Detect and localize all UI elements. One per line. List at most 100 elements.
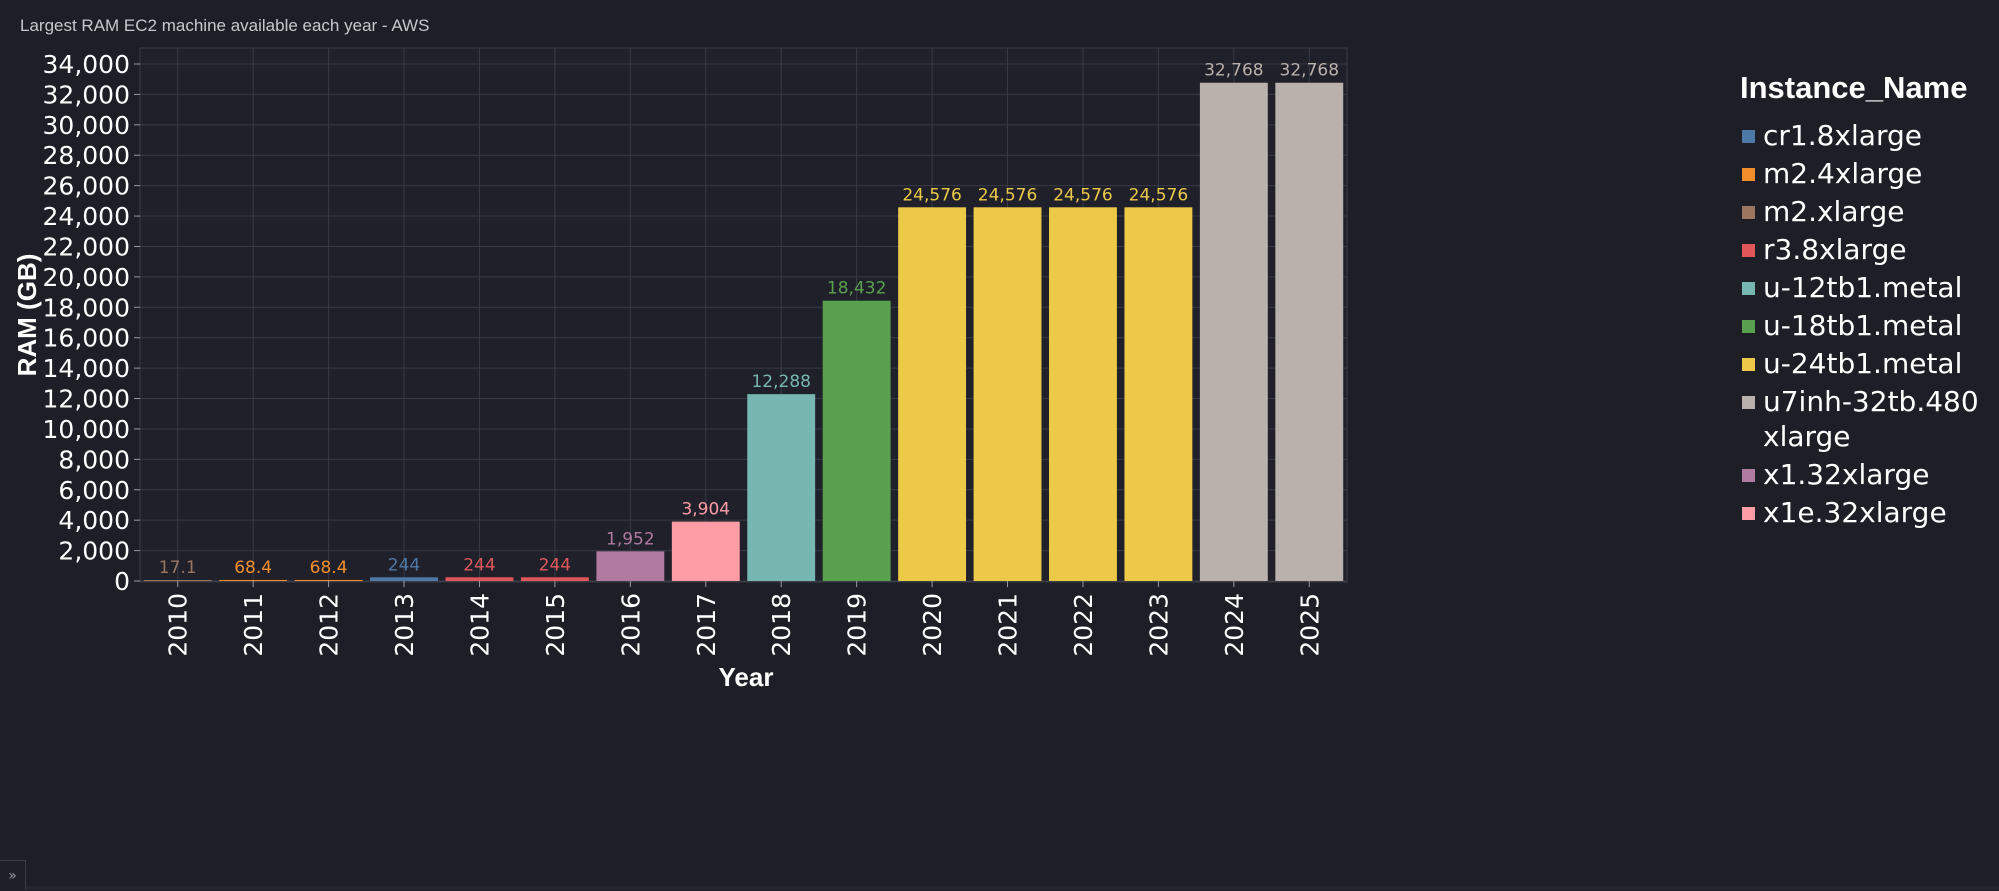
x-tick-label-2017: 2017 — [692, 593, 721, 657]
x-tick-label-2014: 2014 — [465, 593, 494, 657]
value-label-2012: 68.4 — [310, 558, 348, 578]
value-label-2015: 244 — [539, 555, 571, 575]
bar-2025 — [1275, 82, 1344, 582]
value-label-2024: 32,768 — [1204, 61, 1263, 81]
x-tick-label-2024: 2024 — [1220, 593, 1249, 657]
value-label-2023: 24,576 — [1129, 185, 1188, 205]
x-tick-label-2023: 2023 — [1144, 593, 1173, 657]
expand-arrow-icon[interactable]: » — [0, 860, 26, 890]
bar-2023 — [1124, 207, 1193, 581]
bar-2021 — [973, 207, 1042, 581]
legend-item-r3.8xlarge[interactable]: r3.8xlarge — [1740, 232, 1995, 267]
legend-swatch — [1742, 358, 1755, 371]
bar-2019 — [822, 300, 891, 581]
legend: Instance_Name cr1.8xlarge m2.4xlarge m2.xl… — [1740, 70, 1995, 533]
legend-label: m2.4xlarge — [1763, 157, 1923, 190]
value-label-2025: 32,768 — [1280, 61, 1339, 81]
bar-2016 — [596, 551, 665, 581]
x-tick-label-2022: 2022 — [1069, 593, 1098, 657]
value-label-2013: 244 — [388, 555, 420, 575]
value-label-2020: 24,576 — [902, 185, 961, 205]
value-label-2014: 244 — [463, 555, 495, 575]
bar-2011 — [219, 579, 288, 581]
legend-label: u7inh-32tb.480xlarge — [1763, 385, 1979, 453]
x-tick-label-2020: 2020 — [918, 593, 947, 657]
value-labels: 17.1 68.4 68.4 244 244 244 1,952 3,904 12,288 18,… — [159, 61, 1339, 578]
legend-item-u-18tb1.metal[interactable]: u-18tb1.metal — [1740, 308, 1995, 343]
value-label-2021: 24,576 — [978, 185, 1037, 205]
legend-item-u7inh-32tb.480xlarge[interactable]: u7inh-32tb.480xlarge — [1740, 384, 1995, 454]
bar-2013 — [370, 577, 438, 581]
bar-2020 — [898, 207, 967, 581]
y-tick-label: 22,000 — [43, 232, 130, 261]
y-tick-label: 32,000 — [43, 80, 130, 109]
chart-title: Largest RAM EC2 machine available each y… — [20, 16, 430, 35]
x-tick-label-2021: 2021 — [994, 593, 1023, 657]
legend-item-u-12tb1.metal[interactable]: u-12tb1.metal — [1740, 270, 1995, 305]
y-tick-label: 8,000 — [58, 445, 130, 474]
legend-item-m2.4xlarge[interactable]: m2.4xlarge — [1740, 156, 1995, 191]
y-tick-label: 16,000 — [43, 324, 130, 353]
y-tick-label: 26,000 — [43, 172, 130, 201]
value-label-2019: 18,432 — [827, 279, 886, 299]
legend-item-x1e.32xlarge[interactable]: x1e.32xlarge — [1740, 495, 1995, 530]
bar-2012 — [294, 579, 363, 581]
x-tick-label-2011: 2011 — [239, 593, 268, 657]
legend-label: r3.8xlarge — [1763, 233, 1907, 266]
legend-swatch — [1742, 469, 1755, 482]
legend-swatch — [1742, 507, 1755, 520]
bar-2015 — [520, 577, 589, 581]
y-tick-label: 12,000 — [43, 385, 130, 414]
value-label-2010: 17.1 — [159, 558, 197, 578]
y-tick-label: 28,000 — [43, 141, 130, 170]
x-tick-label-2018: 2018 — [767, 593, 796, 657]
legend-swatch — [1742, 168, 1755, 181]
legend-label: x1e.32xlarge — [1763, 496, 1947, 529]
x-tick-label-2016: 2016 — [616, 593, 645, 657]
x-axis-label: Year — [719, 662, 774, 692]
legend-swatch — [1742, 206, 1755, 219]
value-label-2011: 68.4 — [234, 558, 272, 578]
bar-2010 — [143, 580, 212, 581]
legend-label: m2.xlarge — [1763, 195, 1905, 228]
x-tick-label-2015: 2015 — [541, 593, 570, 657]
value-label-2017: 3,904 — [681, 500, 730, 520]
legend-item-x1.32xlarge[interactable]: x1.32xlarge — [1740, 457, 1995, 492]
y-tick-label: 14,000 — [43, 354, 130, 383]
y-tick-label: 0 — [114, 567, 130, 596]
value-label-2018: 12,288 — [751, 372, 810, 392]
y-tick-label: 24,000 — [43, 202, 130, 231]
bar-2017 — [671, 521, 740, 581]
legend-label: u-24tb1.metal — [1763, 347, 1963, 380]
legend-item-cr1.8xlarge[interactable]: cr1.8xlarge — [1740, 118, 1995, 153]
legend-swatch — [1742, 396, 1755, 409]
y-tick-label: 2,000 — [58, 537, 130, 566]
legend-title: Instance_Name — [1740, 70, 1968, 105]
y-axis-label: RAM (GB) — [12, 254, 42, 377]
bar-2024 — [1199, 82, 1268, 582]
y-tick-label: 6,000 — [58, 476, 130, 505]
y-tick-label: 30,000 — [43, 111, 130, 140]
x-tick-label-2012: 2012 — [315, 593, 344, 657]
legend-label: u-18tb1.metal — [1763, 309, 1963, 342]
bar-chart: 17.1 68.4 68.4 244 244 244 1,952 3,904 12,288 18,… — [12, 47, 1348, 692]
legend-item-m2.xlarge[interactable]: m2.xlarge — [1740, 194, 1995, 229]
x-tick-label-2013: 2013 — [390, 593, 419, 657]
legend-label: x1.32xlarge — [1763, 458, 1930, 491]
bar-2018 — [747, 394, 816, 581]
legend-items: cr1.8xlarge m2.4xlarge m2.xlarge r3.8xlarge… — [1740, 118, 1995, 530]
legend-item-u-24tb1.metal[interactable]: u-24tb1.metal — [1740, 346, 1995, 381]
x-tick-label-2025: 2025 — [1295, 593, 1324, 657]
y-tick-label: 18,000 — [43, 293, 130, 322]
value-label-2022: 24,576 — [1053, 185, 1112, 205]
legend-swatch — [1742, 282, 1755, 295]
bars — [143, 82, 1344, 582]
y-tick-label: 20,000 — [43, 263, 130, 292]
x-axis-ticks: 2010 2011 2012 2013 2014 2015 2016 2017 2018 2019… — [164, 581, 1324, 657]
legend-swatch — [1742, 320, 1755, 333]
x-tick-label-2019: 2019 — [843, 593, 872, 657]
legend-swatch — [1742, 130, 1755, 143]
scrollbar-track[interactable] — [26, 886, 1999, 890]
bar-2022 — [1049, 207, 1117, 581]
y-tick-label: 10,000 — [43, 415, 130, 444]
